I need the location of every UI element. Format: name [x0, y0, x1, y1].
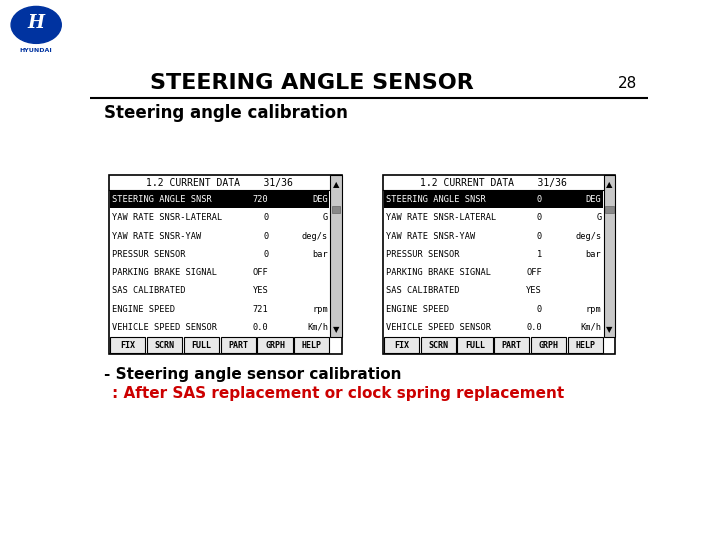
Text: 1: 1 [536, 250, 542, 259]
Text: FULL: FULL [192, 341, 212, 349]
Bar [184, 338, 219, 353]
Text: STEERING ANGLE SENSOR: STEERING ANGLE SENSOR [150, 73, 474, 93]
Bar [258, 338, 292, 353]
Text: 0: 0 [536, 213, 542, 222]
Text: G: G [323, 213, 328, 222]
Text: 0: 0 [263, 213, 269, 222]
Text: PRESSUR SENSOR: PRESSUR SENSOR [112, 250, 186, 259]
Bar [383, 175, 616, 354]
Text: bar: bar [586, 250, 601, 259]
Text: SCRN: SCRN [428, 341, 448, 349]
Text: 0: 0 [536, 305, 542, 314]
Bar [384, 191, 603, 208]
Text: PART: PART [502, 341, 522, 349]
Ellipse shape [11, 6, 61, 43]
Bar [604, 175, 616, 336]
Text: rpm: rpm [586, 305, 601, 314]
Bar [531, 338, 566, 353]
Text: PARKING BRAKE SIGNAL: PARKING BRAKE SIGNAL [386, 268, 491, 277]
Text: HELP: HELP [302, 341, 322, 349]
Bar [332, 206, 341, 213]
Text: DEG: DEG [312, 195, 328, 204]
Text: deg/s: deg/s [302, 232, 328, 240]
Text: 0.0: 0.0 [526, 323, 542, 332]
Text: GRPH: GRPH [539, 341, 559, 349]
Text: STEERING ANGLE SNSR: STEERING ANGLE SNSR [386, 195, 486, 204]
Bar [220, 338, 256, 353]
Text: ENGINE SPEED: ENGINE SPEED [386, 305, 449, 314]
Text: 0: 0 [536, 232, 542, 240]
Text: ▼: ▼ [333, 325, 339, 334]
Text: ▲: ▲ [333, 180, 339, 188]
Bar [384, 338, 419, 353]
Text: GRPH: GRPH [265, 341, 285, 349]
Text: YAW RATE SNSR-LATERAL: YAW RATE SNSR-LATERAL [386, 213, 496, 222]
Text: 28: 28 [618, 76, 637, 91]
Bar [330, 175, 342, 336]
Text: - Steering angle sensor calibration: - Steering angle sensor calibration [104, 367, 402, 382]
Text: Steering angle calibration: Steering angle calibration [104, 104, 348, 122]
Text: 0: 0 [263, 232, 269, 240]
Text: PART: PART [228, 341, 248, 349]
Bar [494, 338, 529, 353]
Text: STEERING ANGLE SNSR: STEERING ANGLE SNSR [112, 195, 212, 204]
Text: ENGINE SPEED: ENGINE SPEED [112, 305, 176, 314]
Text: H: H [27, 15, 45, 32]
Bar [109, 175, 342, 354]
Text: FIX: FIX [120, 341, 135, 349]
Text: PRESSUR SENSOR: PRESSUR SENSOR [386, 250, 459, 259]
Bar [294, 338, 330, 353]
Text: Km/h: Km/h [580, 323, 601, 332]
Text: YAW RATE SNSR-LATERAL: YAW RATE SNSR-LATERAL [112, 213, 222, 222]
Text: ▲: ▲ [606, 180, 613, 188]
Text: YAW RATE SNSR-YAW: YAW RATE SNSR-YAW [386, 232, 475, 240]
Bar [110, 338, 145, 353]
Bar [457, 338, 492, 353]
Text: OFF: OFF [253, 268, 269, 277]
Text: 0: 0 [536, 195, 542, 204]
Text: : After SAS replacement or clock spring replacement: : After SAS replacement or clock spring … [112, 386, 564, 401]
Text: VEHICLE SPEED SENSOR: VEHICLE SPEED SENSOR [386, 323, 491, 332]
Text: SAS CALIBRATED: SAS CALIBRATED [112, 286, 186, 295]
Text: FULL: FULL [465, 341, 485, 349]
Text: 0.0: 0.0 [253, 323, 269, 332]
Text: rpm: rpm [312, 305, 328, 314]
Text: DEG: DEG [586, 195, 601, 204]
Text: HYUNDAI: HYUNDAI [20, 48, 53, 53]
Text: OFF: OFF [526, 268, 542, 277]
Text: YAW RATE SNSR-YAW: YAW RATE SNSR-YAW [112, 232, 202, 240]
Text: bar: bar [312, 250, 328, 259]
Bar [110, 191, 330, 208]
Text: 1.2 CURRENT DATA    31/36: 1.2 CURRENT DATA 31/36 [146, 178, 293, 187]
Text: G: G [596, 213, 601, 222]
Bar [147, 338, 182, 353]
Text: ▼: ▼ [606, 325, 613, 334]
Text: VEHICLE SPEED SENSOR: VEHICLE SPEED SENSOR [112, 323, 217, 332]
Text: SAS CALIBRATED: SAS CALIBRATED [386, 286, 459, 295]
Text: PARKING BRAKE SIGNAL: PARKING BRAKE SIGNAL [112, 268, 217, 277]
Bar [420, 338, 456, 353]
Bar [606, 206, 614, 213]
Text: 1.2 CURRENT DATA    31/36: 1.2 CURRENT DATA 31/36 [420, 178, 567, 187]
Text: HELP: HELP [575, 341, 595, 349]
Text: 720: 720 [253, 195, 269, 204]
Text: 721: 721 [253, 305, 269, 314]
Text: 0: 0 [263, 250, 269, 259]
Bar [568, 338, 603, 353]
Text: Km/h: Km/h [307, 323, 328, 332]
Text: SCRN: SCRN [155, 341, 174, 349]
Text: FIX: FIX [394, 341, 409, 349]
Text: deg/s: deg/s [575, 232, 601, 240]
Text: YES: YES [526, 286, 542, 295]
Text: YES: YES [253, 286, 269, 295]
